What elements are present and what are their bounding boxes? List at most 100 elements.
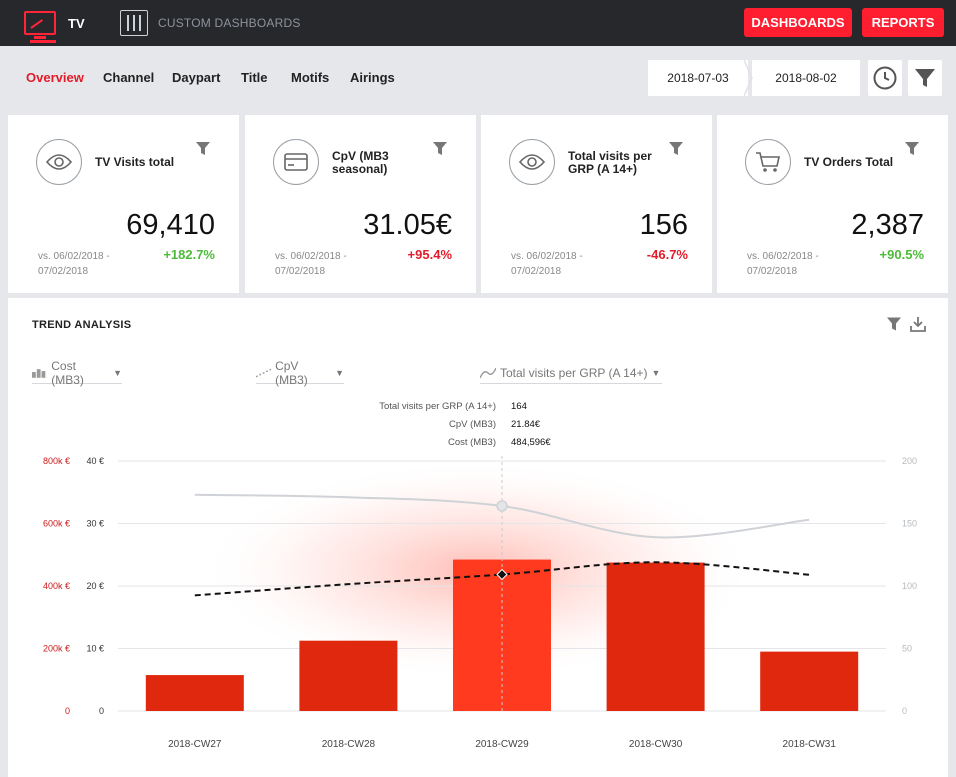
y-tick-label-cpv: 10 € [86,644,104,654]
line-chart-icon [480,367,496,378]
kpi-comparison-period: vs. 06/02/2018 - 07/02/2018 [38,251,110,277]
metric-selector-label: CpV (MB3) [275,358,308,387]
caret-down-icon: ▼ [651,367,661,378]
trend-chart[interactable]: 0 0 0 200k € 10 € 50 400k € 20 € 100 600k € 30 € 15… [8,298,948,777]
x-tick-label: 2018-CW27 [168,739,222,750]
kpi-change: -46.7% [646,247,688,262]
metric-selector-cpv[interactable]: CpV (MB3) ▼ [256,358,344,387]
dashboards-button[interactable]: DASHBOARDS [744,8,852,37]
kpi-comparison-period: vs. 06/02/2018 - 07/02/2018 [275,251,347,277]
caret-down-icon: ▼ [113,367,122,378]
tooltip-label: CpV (MB3) [449,419,496,430]
metric-selector-label: Cost (MB3) [51,358,84,387]
tv-icon [24,11,56,39]
trend-title: TREND ANALYSIS [32,319,132,331]
cart-icon [745,139,791,185]
tab-title[interactable]: Title [241,70,268,85]
eye-icon [36,139,82,185]
point-visits-per-grp [496,500,508,512]
credit-card-icon [273,139,319,185]
history-button[interactable] [868,60,902,96]
y-tick-label-visits: 100 [902,581,917,591]
filter-icon[interactable] [886,316,902,332]
kpi-card-tv-orders: TV Orders Total 2,387 vs. 06/02/2018 - 0… [717,115,948,293]
tab-motifs[interactable]: Motifs [291,70,330,85]
kpi-comparison-period: vs. 06/02/2018 - 07/02/2018 [511,251,583,277]
top-bar: TV CUSTOM DASHBOARDS DASHBOARDS REPORTS [0,0,956,46]
tooltip-label: Total visits per GRP (A 14+) [379,401,496,412]
y-tick-label-cost: 0 [65,706,70,716]
tab-channel[interactable]: Channel [103,70,155,85]
trend-analysis-panel: TREND ANALYSIS Cost (MB3) ▼ CpV (MB3) ▼ … [8,298,948,777]
filter-icon[interactable] [668,141,684,156]
kpi-title: TV Orders Total [804,155,894,169]
y-tick-label-visits: 50 [902,644,912,654]
metric-selector-visits-per-grp[interactable]: Total visits per GRP (A 14+) ▼ [480,362,662,384]
y-tick-label-visits: 0 [902,706,907,716]
y-tick-label-cpv: 30 € [86,519,104,529]
tv-tab-indicator [30,40,56,43]
y-tick-label-visits: 200 [902,456,917,466]
kpi-value: 69,410 [126,209,215,241]
filter-icon[interactable] [432,141,448,156]
kpi-title: TV Visits total [95,155,175,169]
bar-cost [606,562,705,711]
kpi-value: 2,387 [851,209,924,241]
x-tick-label: 2018-CW29 [475,739,529,750]
bar-cost [299,640,398,711]
dashed-line-icon [256,368,272,377]
eye-icon [509,139,555,185]
tooltip-label: Cost (MB3) [447,437,496,448]
filter-icon [915,69,935,87]
tab-daypart[interactable]: Daypart [172,70,221,85]
kpi-comparison-period: vs. 06/02/2018 - 07/02/2018 [747,251,819,277]
tooltip-value: 484,596€ [511,437,551,448]
date-to[interactable]: 2018-08-02 [752,60,860,96]
kpi-change: +95.4% [407,247,452,262]
y-tick-label-cpv: 20 € [86,581,104,591]
tab-overview[interactable]: Overview [26,70,84,85]
line-cpv [194,561,810,597]
kpi-title: CpV (MB3 seasonal) [332,149,389,176]
filter-icon[interactable] [904,141,920,156]
tab-airings[interactable]: Airings [350,70,395,85]
y-tick-label-cost: 600k € [43,519,70,529]
reports-button[interactable]: REPORTS [862,8,944,37]
sliders-icon [120,10,148,36]
y-tick-label-visits: 150 [902,519,917,529]
kpi-card-cpv: CpV (MB3 seasonal) 31.05€ vs. 06/02/2018… [245,115,476,293]
metric-selector-cost[interactable]: Cost (MB3) ▼ [32,358,122,387]
tooltip-value: 21.84€ [511,419,541,430]
tv-tab-label: TV [68,15,85,31]
kpi-title: Total visits per GRP (A 14+) [568,149,652,176]
x-tick-label: 2018-CW28 [322,739,376,750]
kpi-change: +182.7% [163,247,215,262]
y-tick-label-cost: 400k € [43,581,70,591]
y-tick-label-cpv: 40 € [86,456,104,466]
kpi-card-visits-per-grp: Total visits per GRP (A 14+) 156 vs. 06/… [481,115,712,293]
sub-navigation: Overview Channel Daypart Title Motifs Ai… [0,46,956,110]
x-tick-label: 2018-CW31 [783,739,837,750]
bar-cost [760,651,859,711]
x-tick-label: 2018-CW30 [629,739,683,750]
tv-tab[interactable]: TV [24,0,85,46]
custom-dashboards-tab[interactable]: CUSTOM DASHBOARDS [120,0,301,46]
date-range-arrow-icon [744,60,753,96]
custom-dashboards-label: CUSTOM DASHBOARDS [158,16,301,30]
kpi-value: 31.05€ [363,209,452,241]
kpi-card-tv-visits: TV Visits total 69,410 vs. 06/02/2018 - … [8,115,239,293]
metric-selector-label: Total visits per GRP (A 14+) [500,365,648,380]
filter-icon[interactable] [195,141,211,156]
y-tick-label-cost: 200k € [43,644,70,654]
date-from[interactable]: 2018-07-03 [648,60,748,96]
tooltip-value: 164 [511,401,527,412]
caret-down-icon: ▼ [335,367,344,378]
download-icon[interactable] [910,316,926,332]
kpi-value: 156 [639,209,688,241]
y-tick-label-cpv: 0 [99,706,104,716]
bar-chart-icon [32,368,46,378]
kpi-change: +90.5% [879,247,924,262]
bar-cost [145,675,244,711]
clock-icon [873,66,897,90]
filter-button[interactable] [908,60,942,96]
